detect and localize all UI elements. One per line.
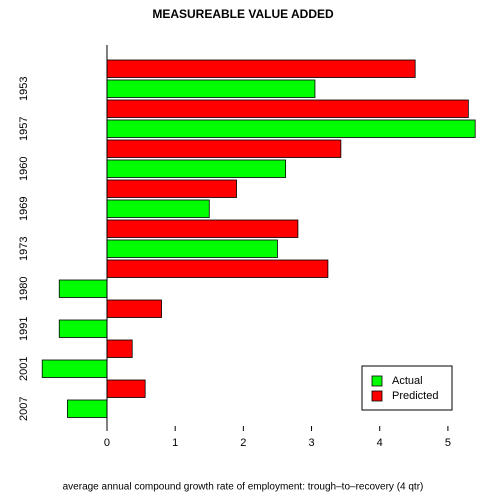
bar (106, 139, 342, 158)
bar (106, 219, 299, 238)
legend-box (361, 365, 453, 411)
y-tick-label: 1960 (18, 157, 30, 181)
bar (106, 79, 316, 98)
x-tick-label: 3 (308, 437, 314, 449)
legend-swatch (371, 390, 383, 402)
bar (106, 299, 162, 318)
bar (58, 279, 108, 298)
y-tick-label: 1973 (18, 237, 30, 261)
bar (67, 399, 108, 418)
bar (106, 259, 329, 278)
bar (106, 379, 146, 398)
x-tick-label: 2 (240, 437, 246, 449)
bar (106, 159, 287, 178)
y-tick-label: 1957 (18, 117, 30, 141)
bar (106, 239, 278, 258)
bar (106, 99, 469, 118)
y-tick-label: 1980 (18, 277, 30, 301)
legend: Actual Predicted (361, 365, 453, 411)
x-axis-label: average annual compound growth rate of e… (63, 482, 424, 493)
y-tick-label: 1991 (18, 317, 30, 341)
bar (106, 119, 476, 138)
bar (106, 179, 237, 198)
y-tick-label: 2007 (18, 397, 30, 421)
x-tick-label: 4 (377, 437, 383, 449)
x-tick-label: 1 (172, 437, 178, 449)
y-tick-label: 1969 (18, 197, 30, 221)
x-tick-label: 5 (445, 437, 451, 449)
legend-swatch (371, 375, 383, 387)
bar (58, 319, 108, 338)
bar (106, 339, 133, 358)
y-tick-label: 1953 (18, 77, 30, 101)
bar (41, 359, 108, 378)
chart-title: MEASUREABLE VALUE ADDED (152, 7, 334, 21)
y-tick-label: 2001 (18, 357, 30, 381)
legend-label: Actual (392, 375, 423, 387)
x-tick-label: 0 (104, 437, 110, 449)
bar (106, 59, 416, 78)
bar (106, 199, 210, 218)
legend-label: Predicted (392, 390, 438, 402)
